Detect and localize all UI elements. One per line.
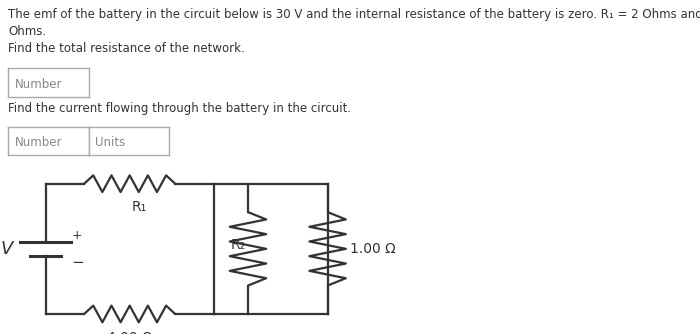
Text: R₂: R₂ bbox=[230, 238, 246, 253]
Text: R₁: R₁ bbox=[131, 200, 146, 214]
Text: +: + bbox=[72, 229, 83, 242]
Text: Find the current flowing through the battery in the circuit.: Find the current flowing through the bat… bbox=[8, 102, 351, 115]
Text: The emf of the battery in the circuit below is 30 V and the internal resistance : The emf of the battery in the circuit be… bbox=[8, 8, 700, 21]
Text: Number: Number bbox=[15, 77, 62, 91]
Text: 1.00 Ω: 1.00 Ω bbox=[351, 242, 396, 256]
Text: Ohms.: Ohms. bbox=[8, 25, 46, 38]
Text: Number: Number bbox=[15, 136, 62, 149]
Text: Find the total resistance of the network.: Find the total resistance of the network… bbox=[8, 42, 245, 55]
Text: 4.00 Ω: 4.00 Ω bbox=[107, 331, 153, 334]
Text: −: − bbox=[71, 255, 84, 270]
Text: V: V bbox=[1, 240, 13, 258]
Text: Units: Units bbox=[95, 136, 125, 149]
